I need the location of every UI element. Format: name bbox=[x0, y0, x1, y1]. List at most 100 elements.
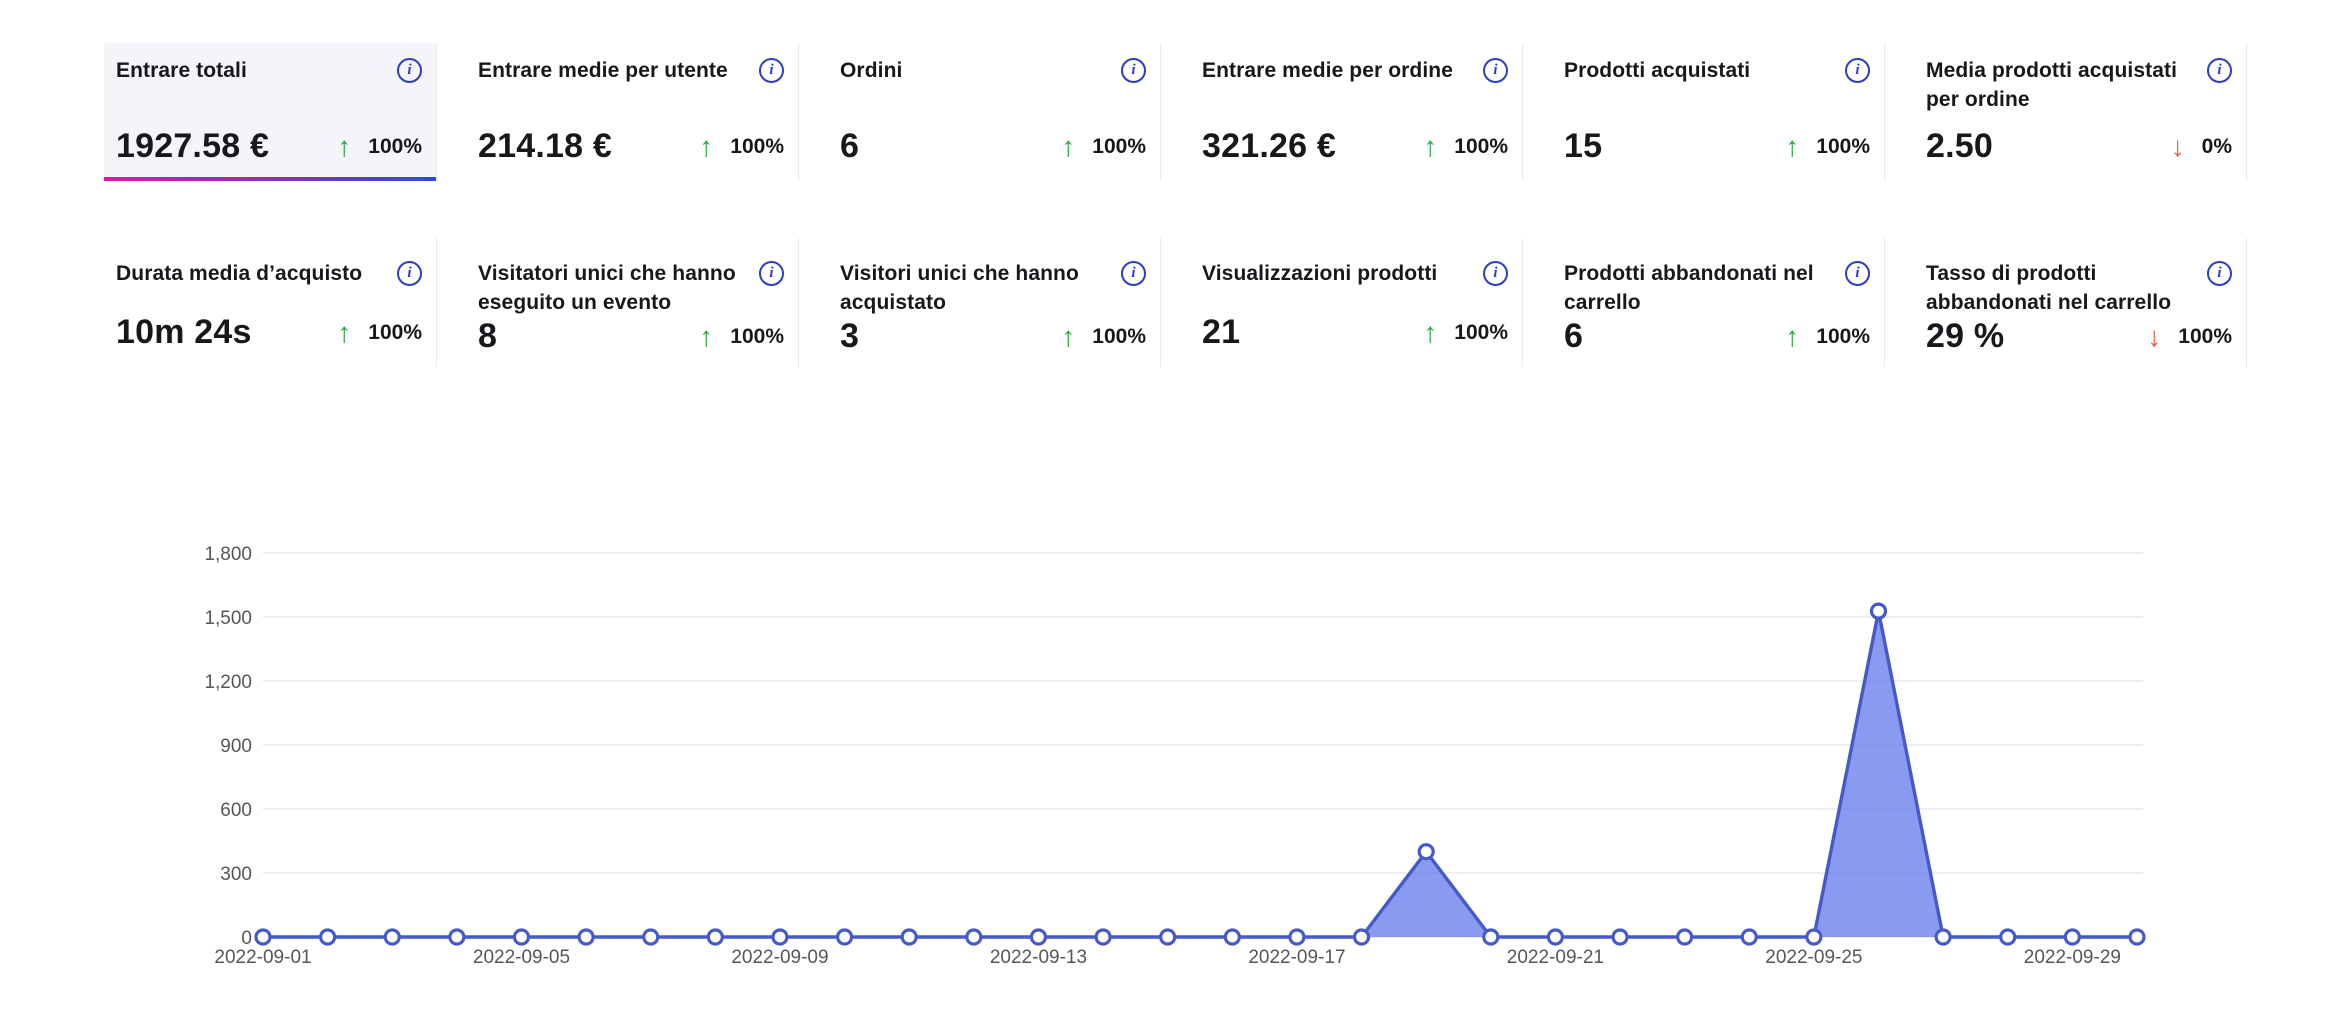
x-axis-tick-label: 2022-09-25 bbox=[1765, 947, 1862, 968]
data-point-2022-09-07[interactable] bbox=[642, 928, 660, 946]
metric-card-tasso-di-prodotti[interactable]: Tasso di prodotti abbandonati nel carrel… bbox=[1914, 238, 2247, 367]
y-axis-tick-label: 1,500 bbox=[204, 608, 252, 629]
delta-arrow-up-icon: ↑ bbox=[1061, 320, 1076, 352]
data-point-2022-09-01[interactable] bbox=[254, 928, 272, 946]
metric-delta: ↓ 0% bbox=[2170, 130, 2232, 162]
data-point-2022-09-25[interactable] bbox=[1805, 928, 1823, 946]
metric-title: Entrare medie per utente bbox=[478, 59, 728, 82]
data-point-2022-09-18[interactable] bbox=[1352, 928, 1371, 946]
metric-value: 15 bbox=[1564, 127, 1603, 165]
x-axis-tick-label: 2022-09-13 bbox=[990, 947, 1087, 968]
delta-arrow-up-icon: ↑ bbox=[337, 130, 352, 162]
metrics-grid: Entrare totali i 1927.58 € ↑ 100% Entrare med… bbox=[104, 43, 2247, 367]
data-point-2022-09-06[interactable] bbox=[577, 928, 595, 946]
info-icon[interactable]: i bbox=[759, 261, 784, 286]
metric-title: Media prodotti acquistati per ordine bbox=[1926, 59, 2178, 111]
info-icon[interactable]: i bbox=[1483, 58, 1508, 83]
data-point-2022-09-24[interactable] bbox=[1740, 928, 1758, 946]
metric-card-media-prodotti-acquistati[interactable]: Media prodotti acquistati per ordine i 2.5… bbox=[1914, 43, 2247, 181]
info-icon[interactable]: i bbox=[1121, 58, 1146, 83]
y-axis-tick-label: 1,200 bbox=[204, 672, 252, 693]
metric-card-entrare-totali[interactable]: Entrare totali i 1927.58 € ↑ 100% bbox=[104, 43, 437, 181]
info-icon[interactable]: i bbox=[2207, 58, 2232, 83]
data-point-2022-09-14[interactable] bbox=[1094, 928, 1112, 946]
data-point-2022-09-27[interactable] bbox=[1934, 928, 1952, 946]
metric-card-header: Tasso di prodotti abbandonati nel carrel… bbox=[1926, 259, 2232, 317]
info-icon[interactable]: i bbox=[1845, 58, 1870, 83]
data-point-2022-09-11[interactable] bbox=[900, 928, 918, 946]
delta-percent: 100% bbox=[368, 134, 422, 158]
metric-value: 214.18 € bbox=[478, 127, 612, 165]
info-icon[interactable]: i bbox=[759, 58, 784, 83]
delta-arrow-up-icon: ↑ bbox=[1785, 320, 1800, 352]
data-point-2022-09-26[interactable] bbox=[1869, 602, 1888, 620]
data-point-2022-09-21[interactable] bbox=[1546, 928, 1565, 946]
data-point-2022-09-17[interactable] bbox=[1288, 928, 1306, 946]
info-icon[interactable]: i bbox=[1121, 261, 1146, 286]
data-point-2022-09-02[interactable] bbox=[319, 928, 337, 946]
delta-arrow-up-icon: ↑ bbox=[337, 316, 352, 348]
revenue-line bbox=[261, 609, 2139, 939]
metric-delta: ↑ 100% bbox=[1061, 320, 1146, 352]
y-axis-tick-label: 900 bbox=[220, 736, 252, 757]
info-icon[interactable]: i bbox=[397, 261, 422, 286]
data-point-2022-09-23[interactable] bbox=[1676, 928, 1694, 946]
metric-value: 2.50 bbox=[1926, 127, 1993, 165]
y-axis-tick-label: 1,800 bbox=[204, 544, 252, 565]
metric-value-row: 214.18 € ↑ 100% bbox=[478, 127, 784, 166]
metric-card-prodotti-acquistati[interactable]: Prodotti acquistati i 15 ↑ 100% bbox=[1552, 43, 1885, 181]
x-axis-tick-label: 2022-09-01 bbox=[214, 947, 311, 968]
data-point-2022-09-13[interactable] bbox=[1029, 928, 1048, 946]
metric-card-visitatori-unici-che-hanno[interactable]: Visitatori unici che hanno eseguito un e… bbox=[466, 238, 799, 367]
metric-delta: ↑ 100% bbox=[1785, 132, 1870, 161]
data-point-2022-09-10[interactable] bbox=[835, 928, 854, 946]
data-point-2022-09-03[interactable] bbox=[383, 928, 401, 946]
delta-percent: 100% bbox=[730, 134, 784, 158]
data-point-2022-09-16[interactable] bbox=[1223, 928, 1241, 946]
data-point-2022-09-20[interactable] bbox=[1482, 928, 1500, 946]
data-point-2022-09-04[interactable] bbox=[448, 928, 466, 946]
delta-percent: 100% bbox=[368, 320, 422, 344]
data-point-2022-09-15[interactable] bbox=[1159, 928, 1177, 946]
metric-delta: ↑ 100% bbox=[1061, 130, 1146, 162]
info-icon[interactable]: i bbox=[1483, 261, 1508, 286]
metric-card-ordini[interactable]: Ordini i 6 ↑ 100% bbox=[828, 43, 1161, 181]
metric-card-visitori-unici-che-hanno[interactable]: Visitori unici che hanno acquistato i 3 ↑ 10… bbox=[828, 238, 1161, 367]
data-point-2022-09-09[interactable] bbox=[771, 928, 789, 946]
metric-value: 8 bbox=[478, 317, 498, 355]
data-point-2022-09-05[interactable] bbox=[512, 928, 531, 946]
info-icon[interactable]: i bbox=[397, 58, 422, 83]
metric-title: Ordini bbox=[840, 59, 903, 82]
x-axis-tick-label: 2022-09-05 bbox=[473, 947, 570, 968]
info-icon[interactable]: i bbox=[1845, 261, 1870, 286]
x-axis-tick-label: 2022-09-09 bbox=[731, 947, 828, 968]
delta-arrow-down-icon: ↓ bbox=[2170, 130, 2185, 162]
data-point-2022-09-12[interactable] bbox=[965, 928, 983, 946]
metric-value: 6 bbox=[1564, 317, 1584, 355]
delta-percent: 100% bbox=[2178, 324, 2232, 348]
info-icon[interactable]: i bbox=[2207, 261, 2232, 286]
metric-card-header: Prodotti abbandonati nel carrello i bbox=[1564, 259, 1870, 317]
data-point-2022-09-30[interactable] bbox=[2128, 928, 2146, 946]
metric-card-visualizzazioni-prodotti[interactable]: Visualizzazioni prodotti i 21 ↑ 100% bbox=[1190, 238, 1523, 367]
metric-card-prodotti-abbandonati-nel[interactable]: Prodotti abbandonati nel carrello i 6 ↑ 100% bbox=[1552, 238, 1885, 367]
metric-card-entrare-medie-per-utente[interactable]: Entrare medie per utente i 214.18 € ↑ 100% bbox=[466, 43, 799, 181]
data-point-2022-09-08[interactable] bbox=[706, 928, 724, 946]
delta-arrow-up-icon: ↑ bbox=[1061, 130, 1076, 162]
metric-value-row: 6 ↑ 100% bbox=[1564, 317, 1870, 356]
metric-card-durata-media-d-acquisto[interactable]: Durata media d’acquisto i 10m 24s ↑ 100% bbox=[104, 238, 437, 367]
data-point-2022-09-29[interactable] bbox=[2063, 928, 2081, 946]
revenue-area-chart[interactable]: 0 300 600 900 1,200 1,500 1,800 2022-09-01 2022-… bbox=[0, 540, 2339, 1010]
metric-value-row: 3 ↑ 100% bbox=[840, 317, 1146, 356]
metric-card-header: Entrare medie per ordine i bbox=[1202, 56, 1508, 85]
data-point-2022-09-19[interactable] bbox=[1417, 843, 1435, 861]
metric-delta: ↑ 100% bbox=[1423, 132, 1508, 161]
metric-value: 1927.58 € bbox=[116, 127, 270, 165]
delta-arrow-up-icon: ↑ bbox=[1423, 316, 1438, 348]
data-point-2022-09-28[interactable] bbox=[1999, 928, 2017, 946]
metric-card-header: Visualizzazioni prodotti i bbox=[1202, 259, 1508, 288]
data-point-2022-09-22[interactable] bbox=[1611, 928, 1629, 946]
metric-title: Visitori unici che hanno acquistato bbox=[840, 262, 1079, 314]
metric-card-header: Visitori unici che hanno acquistato i bbox=[840, 259, 1146, 317]
metric-card-entrare-medie-per-ordine[interactable]: Entrare medie per ordine i 321.26 € ↑ 100% bbox=[1190, 43, 1523, 181]
